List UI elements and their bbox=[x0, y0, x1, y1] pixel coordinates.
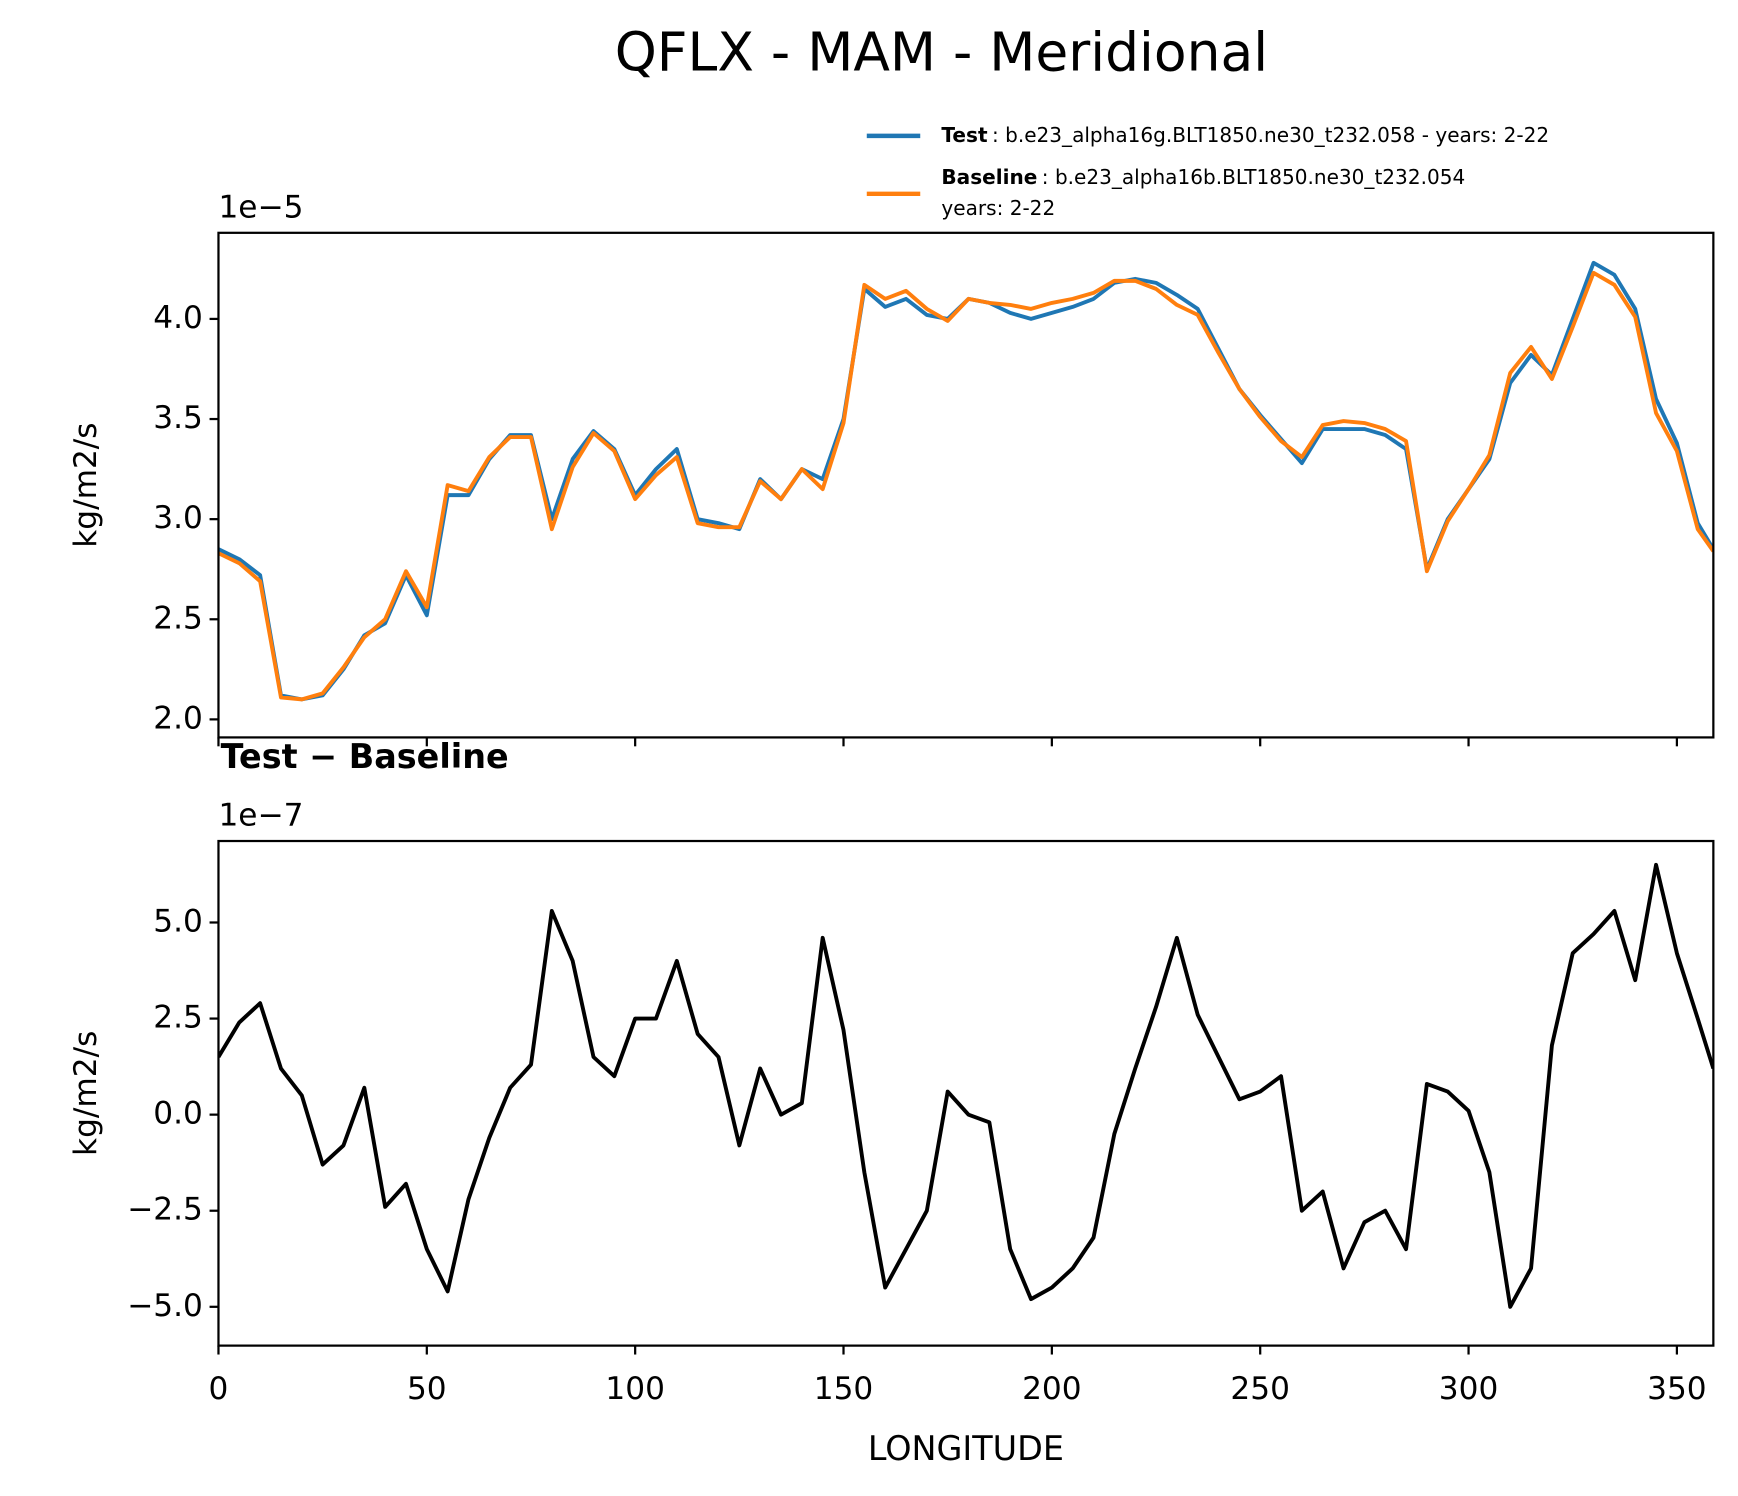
x-tick-label: 300 bbox=[1439, 1371, 1499, 1407]
legend-name: Test bbox=[941, 122, 988, 146]
y-tick-label: 3.0 bbox=[153, 500, 203, 536]
y-tick-label: −5.0 bbox=[127, 1288, 203, 1324]
axes-frame bbox=[217, 839, 1715, 1347]
legend-description: years: 2-22 bbox=[941, 196, 1055, 220]
x-tick-label: 200 bbox=[1022, 1371, 1082, 1407]
data-line bbox=[218, 260, 1714, 702]
plot-area bbox=[218, 260, 1714, 702]
x-tick-label: 50 bbox=[407, 1371, 447, 1407]
x-tick-label: 150 bbox=[814, 1371, 874, 1407]
data-line bbox=[218, 270, 1714, 702]
offset-text: 1e−7 bbox=[218, 798, 303, 834]
y-tick-label: 2.5 bbox=[153, 1000, 203, 1036]
y-tick-label: 2.0 bbox=[153, 700, 203, 736]
x-tick-label: 350 bbox=[1647, 1371, 1707, 1407]
y-axis-label: kg/m2/s bbox=[68, 1031, 104, 1156]
axes-frame bbox=[217, 231, 1715, 739]
legend-name: Baseline bbox=[941, 165, 1037, 189]
legend-description: : b.e23_alpha16b.BLT1850.ne30_t232.054 bbox=[1042, 165, 1465, 189]
x-axis-label: LONGITUDE bbox=[868, 1429, 1064, 1468]
y-tick-label: 0.0 bbox=[153, 1096, 203, 1132]
y-tick-label: 3.5 bbox=[153, 400, 203, 436]
data-line bbox=[218, 862, 1714, 1309]
legend-entry: Test: b.e23_alpha16g.BLT1850.ne30_t232.0… bbox=[941, 122, 1549, 146]
subplot-title: Test − Baseline bbox=[221, 737, 509, 776]
y-tick-label: 2.5 bbox=[153, 600, 203, 636]
x-tick-label: 0 bbox=[209, 1371, 229, 1407]
y-axis-label: kg/m2/s bbox=[68, 422, 104, 547]
figure-title: QFLX - MAM - Meridional bbox=[615, 20, 1268, 83]
plot-area bbox=[218, 862, 1714, 1309]
y-tick-label: 5.0 bbox=[153, 903, 203, 939]
y-tick-label: −2.5 bbox=[127, 1192, 203, 1228]
x-tick-label: 250 bbox=[1230, 1371, 1290, 1407]
offset-text: 1e−5 bbox=[218, 189, 303, 225]
x-tick-label: 100 bbox=[605, 1371, 665, 1407]
legend-description: : b.e23_alpha16g.BLT1850.ne30_t232.058 -… bbox=[992, 122, 1549, 146]
legend-entry: Baseline: b.e23_alpha16b.BLT1850.ne30_t2… bbox=[941, 165, 1465, 189]
y-tick-label: 4.0 bbox=[153, 300, 203, 336]
